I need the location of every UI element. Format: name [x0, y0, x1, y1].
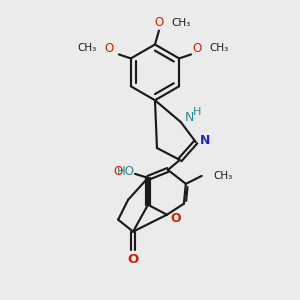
- Text: CH₃: CH₃: [214, 171, 233, 181]
- Text: HO: HO: [117, 165, 135, 178]
- Text: O: O: [192, 42, 202, 55]
- Text: O: O: [171, 212, 181, 225]
- Text: CH₃: CH₃: [209, 44, 228, 53]
- Text: O: O: [113, 165, 123, 178]
- Text: O: O: [104, 42, 114, 55]
- Text: N: N: [200, 134, 210, 146]
- Text: O: O: [128, 253, 139, 266]
- Text: CH₃: CH₃: [171, 18, 190, 28]
- Text: H: H: [193, 107, 201, 117]
- Text: CH₃: CH₃: [78, 44, 97, 53]
- Text: N: N: [185, 111, 194, 124]
- Text: O: O: [154, 16, 164, 29]
